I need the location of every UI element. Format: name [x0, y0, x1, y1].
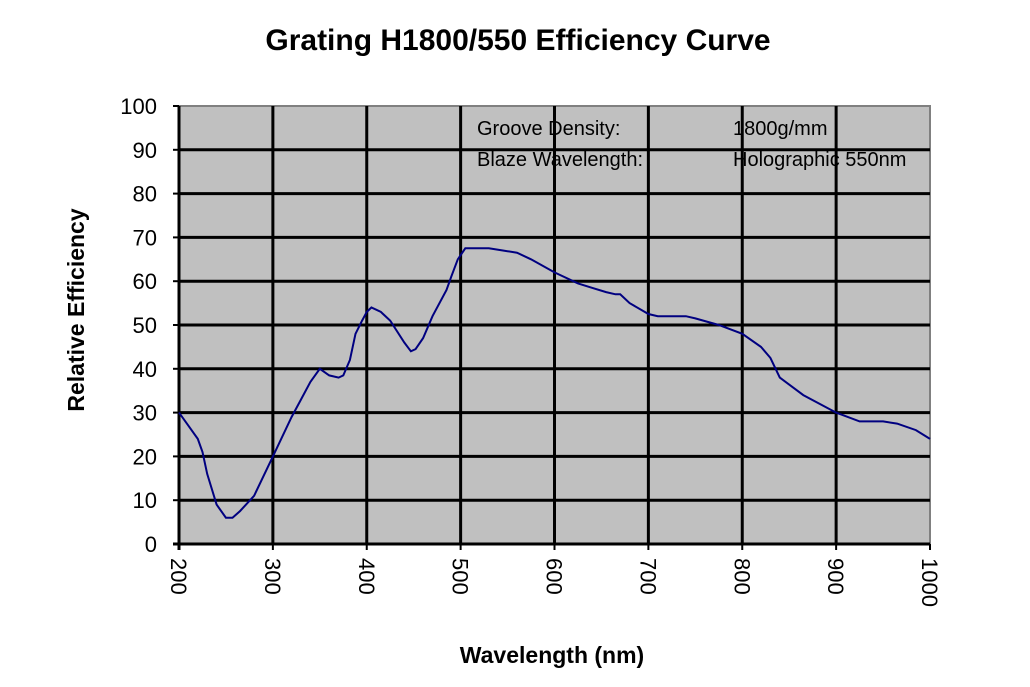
- x-tick-label: 200: [166, 558, 191, 595]
- chart-title: Grating H1800/550 Efficiency Curve: [265, 24, 770, 57]
- x-axis-label: Wavelength (nm): [460, 642, 644, 668]
- x-tick-label: 400: [354, 558, 379, 595]
- y-tick-label: 80: [133, 182, 157, 207]
- x-tick-label: 700: [635, 558, 660, 595]
- annotation-value: Holographic 550nm: [733, 149, 906, 171]
- y-tick-label: 100: [120, 94, 157, 119]
- x-tick-label: 600: [542, 558, 567, 595]
- y-tick-label: 30: [133, 401, 157, 426]
- x-tick-label: 900: [823, 558, 848, 595]
- x-tick-label: 800: [729, 558, 754, 595]
- annotation-label: Blaze Wavelength:: [477, 149, 643, 171]
- annotation-label: Groove Density:: [477, 118, 620, 140]
- x-tick-label: 500: [448, 558, 473, 595]
- y-axis-label: Relative Efficiency: [63, 208, 89, 411]
- x-tick-label: 1000: [917, 558, 942, 607]
- annotation-value: 1800g/mm: [733, 118, 828, 140]
- y-tick-label: 10: [133, 488, 157, 513]
- y-tick-label: 50: [133, 313, 157, 338]
- y-tick-label: 70: [133, 225, 157, 250]
- efficiency-line: [178, 247, 931, 519]
- x-tick-label: 300: [260, 558, 285, 595]
- y-tick-label: 90: [133, 138, 157, 163]
- y-tick-label: 40: [133, 357, 157, 382]
- y-tick-label: 0: [145, 532, 157, 557]
- y-tick-label: 60: [133, 269, 157, 294]
- y-tick-label: 20: [133, 444, 157, 469]
